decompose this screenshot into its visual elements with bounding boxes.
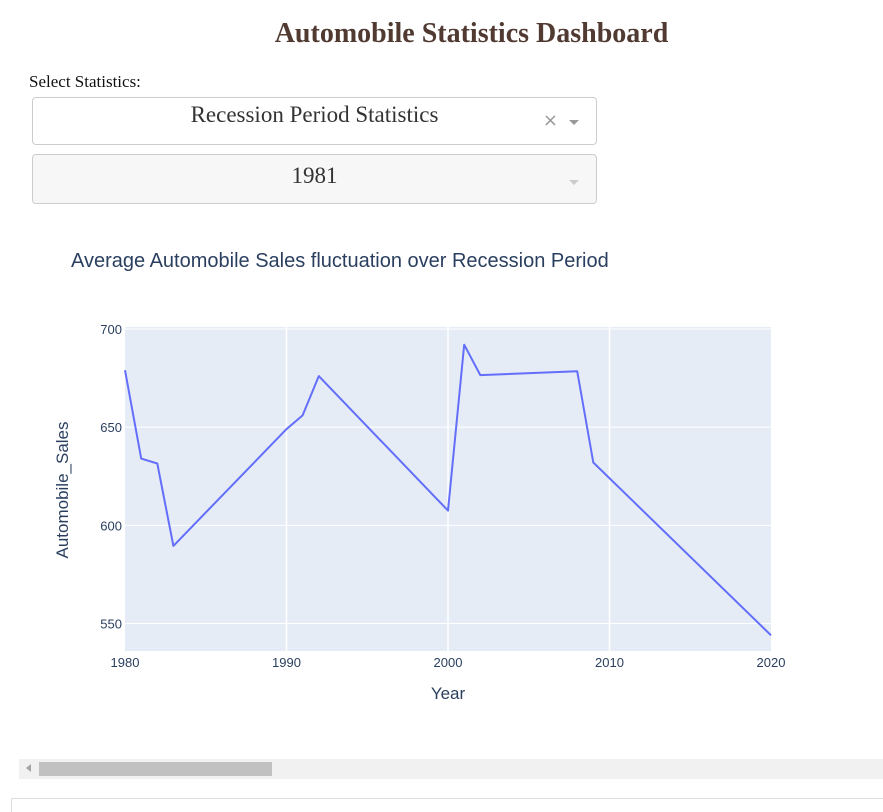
y-tick-label: 650 xyxy=(100,420,122,435)
x-tick-label: 2020 xyxy=(757,655,786,670)
x-tick-label: 2010 xyxy=(595,655,624,670)
y-tick-label: 600 xyxy=(100,518,122,533)
page-title: Automobile Statistics Dashboard xyxy=(274,18,669,49)
y-tick-label: 550 xyxy=(100,617,122,632)
y-tick-label: 700 xyxy=(100,322,122,337)
statistics-dropdown[interactable]: Recession Period Statistics × xyxy=(32,97,597,145)
sales-series-line xyxy=(124,343,772,637)
chart-title: Average Automobile Sales fluctuation ove… xyxy=(71,250,609,272)
x-tick-label: 1990 xyxy=(272,655,301,670)
scroll-left-arrow-icon[interactable] xyxy=(26,764,31,772)
statistics-dropdown-value: Recession Period Statistics xyxy=(190,102,439,127)
select-statistics-label: Select Statistics: xyxy=(29,72,141,91)
scrollbar-thumb[interactable] xyxy=(39,762,272,776)
chevron-down-icon[interactable] xyxy=(569,120,579,125)
y-axis-title: Automobile_Sales xyxy=(53,421,72,558)
year-dropdown[interactable]: 1981 xyxy=(32,154,597,204)
sales-line-chart: 1980 1990 2000 2010 2020 550 600 650 700 Average … xyxy=(53,250,786,703)
x-axis-title: Year xyxy=(431,684,466,703)
year-dropdown-value: 1981 xyxy=(291,163,338,188)
bottom-panel-edge xyxy=(11,798,883,812)
chevron-down-icon[interactable] xyxy=(569,180,579,185)
x-tick-label: 2000 xyxy=(434,655,463,670)
clear-icon[interactable]: × xyxy=(542,110,558,131)
x-tick-label: 1980 xyxy=(111,655,140,670)
horizontal-scrollbar[interactable] xyxy=(19,759,883,779)
